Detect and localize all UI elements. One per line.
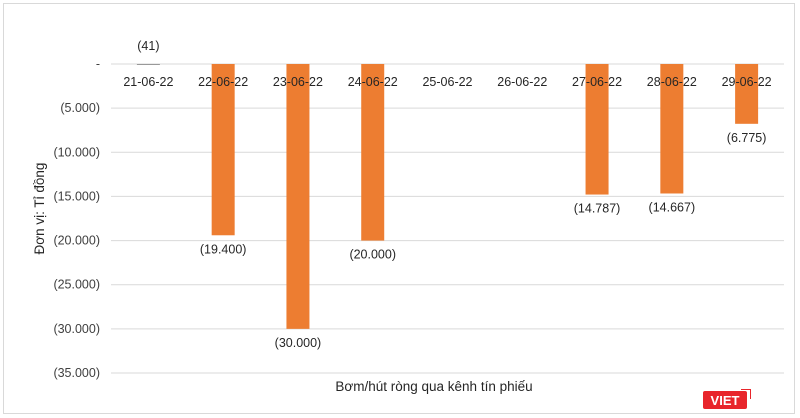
y-tick-label: (25.000)	[53, 278, 100, 292]
bar	[361, 64, 385, 241]
category-label: 29-06-22	[722, 75, 772, 89]
viet-logo: VIET	[703, 389, 751, 409]
category-labels: 21-06-22 22-06-22 23-06-22 24-06-22 25-06-22…	[123, 75, 771, 89]
category-label: 27-06-22	[572, 75, 622, 89]
data-labels: (41) (19.400) (30.000) (20.000) (14.787) (14.…	[137, 39, 766, 350]
data-label: (19.400)	[200, 242, 247, 256]
y-tick-label: (20.000)	[53, 234, 100, 248]
logo-background	[703, 391, 747, 409]
y-axis-title: Đơn vị: Tỉ đồng	[32, 163, 47, 255]
bar	[136, 64, 160, 65]
chart-frame: - (5.000) (10.000) (15.000) (20.000) (25.000)…	[3, 3, 795, 414]
bar	[286, 64, 310, 329]
y-tick-label: (35.000)	[53, 366, 100, 380]
bar	[660, 64, 684, 194]
y-tick-label: (30.000)	[53, 322, 100, 336]
y-tick-labels: - (5.000) (10.000) (15.000) (20.000) (25.000)…	[53, 57, 100, 380]
bar-chart: - (5.000) (10.000) (15.000) (20.000) (25.000)…	[32, 39, 784, 394]
y-tick-label: -	[96, 57, 100, 71]
category-label: 24-06-22	[348, 75, 398, 89]
data-label: (14.667)	[649, 200, 696, 214]
bar	[735, 64, 759, 124]
data-label: (6.775)	[727, 131, 767, 145]
bar	[211, 64, 235, 236]
category-label: 25-06-22	[422, 75, 472, 89]
category-label: 22-06-22	[198, 75, 248, 89]
category-label: 26-06-22	[497, 75, 547, 89]
category-label: 23-06-22	[273, 75, 323, 89]
category-label: 21-06-22	[123, 75, 173, 89]
category-label: 28-06-22	[647, 75, 697, 89]
data-label: (30.000)	[275, 336, 322, 350]
y-tick-label: (5.000)	[60, 101, 100, 115]
bars	[136, 64, 759, 329]
y-tick-label: (10.000)	[53, 145, 100, 159]
bar	[585, 64, 609, 195]
y-tick-label: (15.000)	[53, 189, 100, 203]
data-label: (20.000)	[349, 248, 396, 262]
data-label: (14.787)	[574, 202, 621, 216]
logo-text: VIET	[711, 393, 740, 408]
data-label: (41)	[137, 39, 159, 53]
x-axis-title: Bơm/hút ròng qua kênh tín phiếu	[335, 379, 532, 394]
